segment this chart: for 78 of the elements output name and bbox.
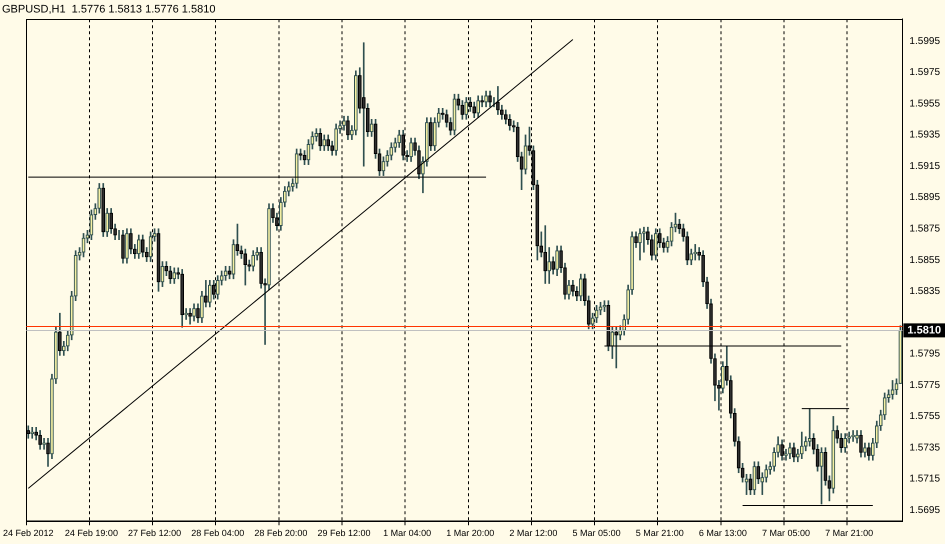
candlestick	[752, 461, 756, 495]
candlestick	[772, 447, 776, 472]
candlestick	[208, 280, 212, 308]
x-tick-label: 2 Mar 12:00	[509, 528, 558, 538]
candlestick	[346, 116, 350, 140]
x-tick-label: 1 Mar 04:00	[383, 528, 432, 538]
x-tick-label: 5 Mar 21:00	[636, 528, 684, 538]
y-tick-label: 1.5835	[909, 286, 940, 298]
candlestick	[543, 225, 548, 284]
y-tick-label: 1.5775	[909, 380, 940, 391]
candlestick	[34, 427, 38, 440]
candlestick	[867, 442, 871, 461]
candlestick	[792, 442, 796, 462]
y-tick-label: 1.5895	[909, 192, 940, 204]
candlestick	[488, 90, 492, 108]
x-tick-label: 1 Mar 20:00	[446, 528, 494, 538]
candlestick	[125, 228, 129, 264]
ref-line-label: 1.5810	[907, 324, 942, 336]
candlestick	[832, 416, 836, 494]
x-tick-label: 6 Mar 13:00	[698, 528, 747, 538]
x-tick-label: 7 Mar 21:00	[825, 528, 874, 538]
candlestick	[38, 430, 42, 450]
candlestick	[156, 228, 160, 292]
candlestick	[484, 90, 488, 108]
candlestick	[370, 118, 374, 137]
candlestick	[578, 274, 583, 302]
candlestick	[855, 430, 859, 444]
y-tick-label: 1.5975	[909, 67, 940, 78]
candlestick	[859, 430, 863, 458]
candlestick	[843, 433, 848, 453]
y-tick-label: 1.5935	[909, 130, 940, 141]
candlestick	[851, 430, 855, 442]
x-tick-label: 29 Feb 12:00	[317, 528, 371, 538]
candlestick	[567, 280, 571, 300]
y-tick-label: 1.5695	[909, 505, 940, 516]
candlestick	[820, 447, 824, 504]
candlestick	[476, 96, 480, 118]
candlestick	[172, 268, 176, 284]
y-tick-label: 1.5855	[909, 254, 940, 266]
x-tick-label: 24 Feb 19:00	[64, 528, 118, 538]
y-tick-label: 1.5875	[909, 224, 940, 235]
candlestick	[452, 94, 456, 136]
candlestick	[188, 308, 192, 324]
candlestick	[42, 438, 46, 450]
candlestick	[334, 124, 338, 156]
candlestick	[82, 233, 86, 258]
y-tick-label: 1.5955	[909, 98, 940, 110]
x-tick-label: 24 Feb 2012	[3, 528, 54, 538]
y-tick-label: 1.5795	[909, 348, 940, 360]
y-tick-label: 1.5915	[909, 160, 940, 172]
x-tick-label: 28 Feb 20:00	[254, 528, 308, 538]
candlestick	[160, 261, 164, 287]
candlestick	[192, 303, 196, 322]
candlestick	[148, 232, 152, 262]
y-tick-label: 1.5735	[909, 442, 940, 454]
candlestick	[686, 232, 690, 266]
chart-title: GBPUSD,H1 1.5776 1.5813 1.5776 1.5810	[2, 4, 216, 16]
candlestick	[547, 247, 552, 284]
candlestick	[638, 228, 642, 260]
y-tick-label: 1.5755	[909, 411, 940, 422]
candlestick	[800, 432, 804, 459]
y-tick-label: 1.5995	[909, 36, 940, 47]
x-tick-label: 5 Mar 05:00	[572, 528, 621, 538]
candlestick	[314, 128, 318, 142]
candlestick	[654, 228, 658, 260]
candlestick	[184, 308, 188, 320]
candlestick	[602, 300, 606, 312]
candlestick	[342, 116, 346, 131]
y-tick-label: 1.5715	[909, 474, 940, 485]
x-tick-label: 27 Feb 12:00	[128, 528, 182, 538]
candlestick	[890, 380, 894, 400]
x-tick-label: 28 Feb 04:00	[191, 528, 244, 538]
candlestick	[180, 269, 184, 328]
candlestick	[863, 442, 867, 458]
candlestick	[121, 230, 125, 264]
x-tick-label: 7 Mar 05:00	[762, 528, 810, 538]
candlestick	[168, 266, 172, 284]
candlestick	[788, 442, 792, 459]
